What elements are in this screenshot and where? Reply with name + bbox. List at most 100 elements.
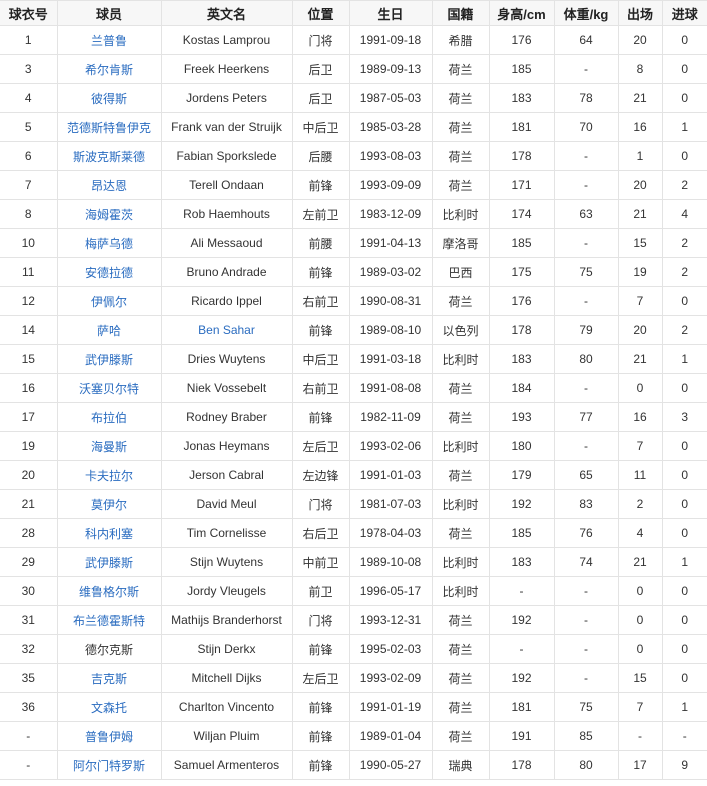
english-name-cell: Terell Ondaan [160, 170, 293, 200]
weight-cell: 64 [553, 25, 619, 55]
player-name-cell: 布兰德霍斯特 [56, 605, 162, 635]
player-name-link[interactable]: 希尔肯斯 [84, 62, 133, 77]
position-cell: 前锋 [291, 750, 350, 780]
player-name-link[interactable]: 范德斯特鲁伊克 [66, 120, 151, 135]
player-name-link[interactable]: 吉克斯 [90, 671, 127, 686]
weight-cell: - [553, 431, 619, 461]
height-cell: 178 [488, 750, 555, 780]
appearances-cell: 20 [617, 170, 663, 200]
player-name-link[interactable]: 武伊滕斯 [84, 555, 133, 570]
weight-cell: - [553, 634, 619, 664]
player-name-link[interactable]: 普鲁伊姆 [84, 729, 133, 744]
height-cell: 178 [488, 141, 555, 171]
appearances-cell: 21 [617, 199, 663, 229]
player-name-link[interactable]: 文森托 [90, 700, 127, 715]
nationality-cell: 荷兰 [431, 518, 490, 548]
position-cell: 右前卫 [291, 286, 350, 316]
player-name-link[interactable]: 昂达恩 [90, 178, 127, 193]
birthday-cell: 1993-08-03 [348, 141, 433, 171]
english-name-cell: Mitchell Dijks [160, 663, 293, 693]
player-name-link[interactable]: 海曼斯 [90, 439, 127, 454]
table-row: 36 文森托 Charlton Vincento 前锋 1991-01-19 荷兰 181 7… [0, 692, 707, 722]
weight-cell: 78 [553, 83, 619, 113]
player-name-link[interactable]: 布拉伯 [90, 410, 127, 425]
player-name-link[interactable]: 萨哈 [96, 323, 121, 338]
goals-cell: 0 [661, 373, 707, 403]
birthday-cell: 1983-12-09 [348, 199, 433, 229]
player-name-link[interactable]: 维鲁格尔斯 [78, 584, 139, 599]
weight-cell: - [553, 373, 619, 403]
birthday-cell: 1991-01-03 [348, 460, 433, 490]
nationality-cell: 瑞典 [431, 750, 490, 780]
table-row: 16 沃塞贝尔特 Niek Vossebelt 右前卫 1991-08-08 荷兰 184-… [0, 373, 707, 403]
height-cell: - [488, 634, 555, 664]
player-name-link[interactable]: 彼得斯 [90, 91, 127, 106]
goals-cell: 1 [661, 112, 707, 142]
table-row: 28 科内利塞 Tim Cornelisse 右后卫 1978-04-03 荷兰 185 76… [0, 518, 707, 548]
height-cell: 181 [488, 112, 555, 142]
table-row: 3 希尔肯斯 Freek Heerkens 后卫 1989-09-13 荷兰 185-8 0 [0, 54, 707, 84]
nationality-cell: 荷兰 [431, 460, 490, 490]
height-cell: 192 [488, 605, 555, 635]
english-name-cell: Ben Sahar [160, 315, 293, 345]
weight-cell: 75 [553, 257, 619, 287]
player-name-link[interactable]: 武伊滕斯 [84, 352, 133, 367]
player-name-cell: 武伊滕斯 [56, 344, 162, 374]
english-name-cell: Niek Vossebelt [160, 373, 293, 403]
player-name-link[interactable]: 布兰德霍斯特 [72, 613, 145, 628]
height-cell: 180 [488, 431, 555, 461]
position-cell: 中后卫 [291, 112, 350, 142]
table-row: 21 莫伊尔 David Meul 门将 1981-07-03 比利时 192 83 2 0 [0, 489, 707, 519]
table-row: 31 布兰德霍斯特 Mathijs Branderhorst 门将 1993-12-31… [0, 605, 707, 635]
english-name-cell: Mathijs Branderhorst [160, 605, 293, 635]
player-name-cell: 卡夫拉尔 [56, 460, 162, 490]
goals-cell: 0 [661, 634, 707, 664]
player-name-link[interactable]: 沃塞贝尔特 [78, 381, 139, 396]
jersey-number-cell: 36 [0, 692, 58, 722]
position-cell: 门将 [291, 489, 350, 519]
table-row: 30 维鲁格尔斯 Jordy Vleugels 前卫 1996-05-17 比利时 - -0 0 [0, 576, 707, 606]
player-name-link[interactable]: 阿尔门特罗斯 [72, 758, 145, 773]
english-name-link[interactable]: Ben Sahar [198, 323, 255, 337]
appearances-cell: 0 [617, 634, 663, 664]
position-cell: 后卫 [291, 83, 350, 113]
player-name-link[interactable]: 卡夫拉尔 [84, 468, 133, 483]
birthday-cell: 1982-11-09 [348, 402, 433, 432]
goals-cell: 2 [661, 257, 707, 287]
table-row: 35 吉克斯 Mitchell Dijks 左后卫 1993-02-09 荷兰 192-15… [0, 663, 707, 693]
player-name-link[interactable]: 伊佩尔 [90, 294, 127, 309]
table-row: 11 安德拉德 Bruno Andrade 前锋 1989-03-02 巴西 175 75 19… [0, 257, 707, 287]
goals-cell: 0 [661, 141, 707, 171]
jersey-number-cell: 35 [0, 663, 58, 693]
goals-cell: 0 [661, 83, 707, 113]
weight-cell: - [553, 228, 619, 258]
english-name-cell: Jonas Heymans [160, 431, 293, 461]
player-name-cell: 希尔肯斯 [56, 54, 162, 84]
goals-cell: 1 [661, 692, 707, 722]
player-name-link[interactable]: 海姆霍茨 [84, 207, 133, 222]
height-cell: 176 [488, 286, 555, 316]
position-cell: 左前卫 [291, 199, 350, 229]
english-name-cell: Tim Cornelisse [160, 518, 293, 548]
player-name-link[interactable]: 科内利塞 [84, 526, 133, 541]
appearances-cell: 16 [617, 402, 663, 432]
appearances-cell: 2 [617, 489, 663, 519]
table-row: 15 武伊滕斯 Dries Wuytens 中后卫 1991-03-18 比利时 183 80… [0, 344, 707, 374]
english-name-cell: Rob Haemhouts [160, 199, 293, 229]
header-goals: 进球 [661, 0, 707, 26]
player-name-link[interactable]: 兰普鲁 [90, 33, 127, 48]
player-name-cell: 海姆霍茨 [56, 199, 162, 229]
appearances-cell: - [617, 721, 663, 751]
weight-cell: 63 [553, 199, 619, 229]
nationality-cell: 荷兰 [431, 402, 490, 432]
player-name-link[interactable]: 梅萨乌德 [84, 236, 133, 251]
player-name-link[interactable]: 莫伊尔 [90, 497, 127, 512]
appearances-cell: 8 [617, 54, 663, 84]
birthday-cell: 1991-03-18 [348, 344, 433, 374]
player-name-link[interactable]: 斯波克斯莱德 [72, 149, 145, 164]
weight-cell: 79 [553, 315, 619, 345]
player-name-link[interactable]: 安德拉德 [84, 265, 133, 280]
position-cell: 前腰 [291, 228, 350, 258]
goals-cell: 4 [661, 199, 707, 229]
